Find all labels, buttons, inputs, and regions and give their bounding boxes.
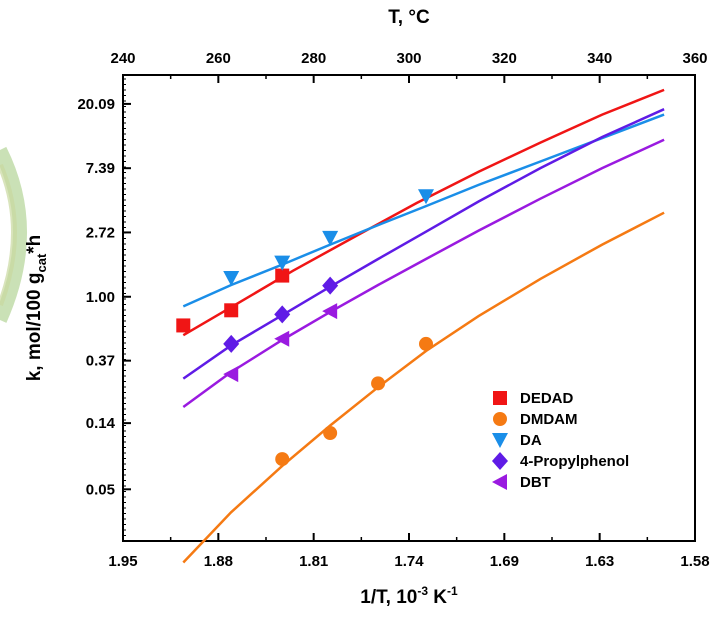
y-tick-label: 2.72 [86, 224, 115, 241]
y-tick-label: 1.00 [86, 289, 115, 306]
point-dmdam [323, 426, 338, 441]
bottom-tick-label: 1.58 [680, 553, 709, 570]
y-tick-label: 0.14 [86, 415, 116, 432]
y-axis-title-subscript: cat [34, 253, 49, 272]
top-tick-label: 280 [301, 50, 326, 67]
top-tick-label: 360 [682, 50, 707, 67]
fit-line-da [182, 113, 665, 308]
top-tick-label: 320 [492, 50, 517, 67]
point-4-propylphenol [274, 305, 291, 324]
point-da [223, 270, 240, 286]
y-tick-label: 0.05 [86, 481, 115, 498]
point-dedad [224, 303, 239, 318]
bottom-tick-label: 1.88 [204, 553, 233, 570]
bottom-tick-label: 1.81 [299, 553, 328, 570]
bottom-tick-label: 1.74 [394, 553, 424, 570]
legend-marker-dbt [492, 474, 507, 490]
bottom-tick-label: 1.63 [585, 553, 614, 570]
wreath-arc [0, 146, 27, 323]
fit-line-dedad [182, 88, 665, 337]
point-4-propylphenol [322, 276, 339, 295]
fit-lines [182, 88, 665, 564]
point-da [274, 255, 291, 271]
y-axis-title-tail: *h [24, 235, 45, 254]
legend-label-dbt: DBT [520, 474, 551, 491]
point-da [322, 230, 339, 246]
point-dmdam [419, 336, 434, 351]
point-dbt [322, 303, 338, 320]
y-tick-label: 20.09 [77, 96, 115, 113]
x-axis-title: 1/T, 10-3 K-1 [360, 584, 458, 608]
point-da [418, 189, 435, 205]
legend-marker-dedad [493, 391, 507, 405]
x-axis-title-unit: K [428, 587, 447, 608]
legend: DEDAD DMDAM DA 4-Propylphenol DBT [492, 390, 629, 491]
wreath-inner-arc [0, 163, 17, 307]
x-axis-title-unit-exponent: -1 [447, 584, 458, 598]
y-axis-title-main: k, mol/100 g [24, 273, 45, 382]
fit-line-4-propylphenol [182, 108, 665, 380]
point-dmdam [371, 376, 386, 391]
fit-line-dmdam [182, 211, 665, 564]
legend-marker-da [492, 433, 508, 448]
top-tick-label: 340 [587, 50, 612, 67]
point-dbt [223, 366, 239, 383]
fit-line-dbt [182, 138, 665, 409]
point-dedad [275, 268, 290, 283]
legend-label-dedad: DEDAD [520, 390, 574, 407]
point-dedad [176, 318, 191, 333]
point-dmdam [275, 452, 290, 467]
y-tick-label: 7.39 [86, 160, 115, 177]
top-tick-label: 300 [396, 50, 421, 67]
bottom-tick-label: 1.95 [108, 553, 137, 570]
legend-label-4-propylphenol: 4-Propylphenol [520, 453, 629, 470]
legend-marker-4-propylphenol [492, 452, 508, 470]
point-dbt [274, 330, 290, 347]
plot-frame [122, 74, 696, 542]
x-axis-title-exponent: -3 [417, 584, 428, 598]
bottom-tick-label: 1.69 [490, 553, 519, 570]
top-tick-label: 240 [110, 50, 135, 67]
point-4-propylphenol [223, 334, 240, 353]
y-tick-label: 0.37 [86, 353, 115, 370]
y-axis-title: k, mol/100 gcat*h [24, 235, 49, 382]
legend-label-dmdam: DMDAM [520, 411, 578, 428]
axis-ticks: 1.95 1.88 1.81 1.74 1.69 1.63 1.58 240 260 280 300… [77, 50, 709, 570]
legend-label-da: DA [520, 432, 542, 449]
top-tick-label: 260 [206, 50, 231, 67]
top-axis-title: T, °C [388, 7, 430, 28]
x-axis-title-main: 1/T, 10 [360, 587, 417, 608]
legend-marker-dmdam [493, 412, 507, 426]
data-points [176, 189, 435, 467]
background-wreath-decoration [0, 146, 27, 323]
